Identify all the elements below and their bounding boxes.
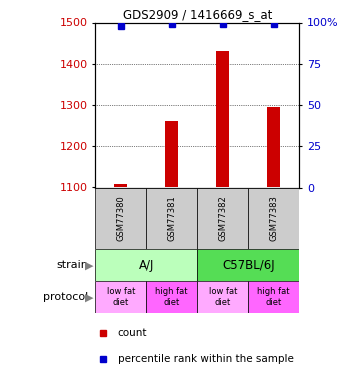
Bar [114, 184, 127, 188]
Bar [248, 188, 299, 249]
Bar [197, 281, 248, 313]
Bar [146, 188, 197, 249]
Bar [267, 107, 280, 188]
Text: high fat
diet: high fat diet [155, 288, 188, 307]
Bar [146, 281, 197, 313]
Text: GSM77383: GSM77383 [269, 195, 278, 242]
Text: low fat
diet: low fat diet [106, 288, 135, 307]
Text: strain: strain [56, 260, 88, 270]
Bar [197, 249, 299, 281]
Bar [248, 281, 299, 313]
Text: protocol: protocol [43, 292, 88, 302]
Bar [216, 51, 229, 188]
Text: GSM77381: GSM77381 [167, 196, 176, 242]
Bar [197, 188, 248, 249]
Text: GSM77382: GSM77382 [218, 196, 227, 242]
Text: count: count [118, 328, 147, 338]
Bar [95, 249, 197, 281]
Title: GDS2909 / 1416669_s_at: GDS2909 / 1416669_s_at [122, 8, 272, 21]
Text: high fat
diet: high fat diet [257, 288, 290, 307]
Text: ▶: ▶ [85, 292, 94, 302]
Text: A/J: A/J [138, 259, 154, 272]
Text: low fat
diet: low fat diet [208, 288, 237, 307]
Bar [165, 121, 178, 188]
Bar [95, 281, 146, 313]
Text: ▶: ▶ [85, 260, 94, 270]
Bar [95, 188, 146, 249]
Text: GSM77380: GSM77380 [116, 196, 125, 242]
Text: C57BL/6J: C57BL/6J [222, 259, 274, 272]
Text: percentile rank within the sample: percentile rank within the sample [118, 354, 293, 364]
